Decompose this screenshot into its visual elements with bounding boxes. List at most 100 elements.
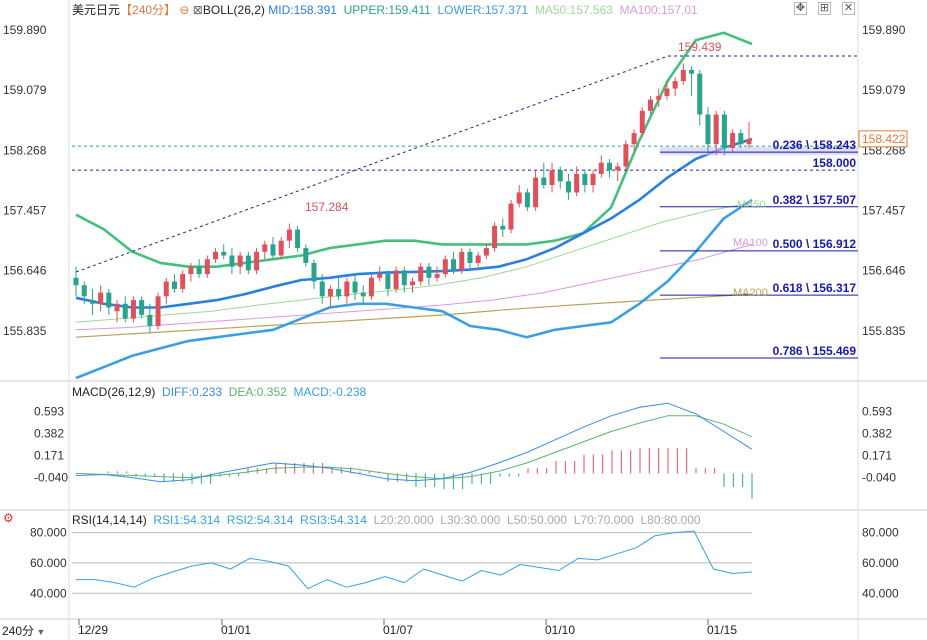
macd-tick-label-left: 0.382 — [34, 426, 64, 440]
candle — [541, 177, 547, 186]
candle — [574, 173, 580, 193]
candle — [368, 277, 374, 297]
candle — [410, 281, 415, 286]
time-tick-label: 01/01 — [221, 623, 251, 637]
candle — [385, 274, 391, 289]
price-tick-label-left: 159.079 — [3, 83, 47, 97]
candle — [492, 225, 498, 249]
rsi3-value: RSI3:54.314 — [300, 513, 367, 527]
candle — [516, 192, 522, 204]
candle — [319, 281, 325, 297]
candle — [196, 266, 202, 275]
gear-icon[interactable]: ⚙ — [3, 511, 14, 525]
candle — [524, 192, 530, 208]
period-selector[interactable]: 240分 ▼ — [2, 624, 45, 639]
macd-dea-line — [75, 415, 753, 480]
candle — [254, 251, 260, 271]
candle — [590, 173, 596, 186]
candle — [738, 133, 744, 145]
candle — [483, 248, 489, 256]
candle — [467, 251, 473, 263]
fib-level-label: 0.500 \ 156.912 — [773, 237, 857, 251]
candle — [327, 288, 333, 297]
ma100-label: MA100 — [733, 237, 768, 249]
candle — [697, 73, 703, 115]
macd-diff: DIFF:0.233 — [162, 385, 223, 399]
candle — [582, 173, 588, 186]
candle — [565, 181, 571, 193]
rsi-tick-label-left: 80.000 — [30, 526, 67, 540]
rsi-tick-label-left: 40.000 — [30, 586, 67, 600]
symbol-name: 美元日元 — [72, 3, 121, 17]
candle — [631, 133, 637, 145]
boll-lower: LOWER:157.371 — [437, 3, 529, 17]
candle — [213, 251, 219, 260]
candle — [171, 281, 177, 289]
candle — [623, 144, 629, 167]
candle — [81, 285, 87, 297]
settings-icon[interactable]: ⊖ — [179, 3, 190, 17]
macd-value: MACD:-0.238 — [293, 385, 367, 399]
candle — [705, 114, 711, 145]
rsi-tick-label-right: 60.000 — [862, 556, 899, 570]
time-tick-label: 12/29 — [78, 623, 108, 637]
candle — [689, 69, 695, 74]
current-price-tag — [858, 130, 908, 148]
boll-mid-line — [75, 137, 753, 309]
candle — [475, 255, 481, 263]
candle — [557, 170, 563, 182]
candle — [426, 266, 432, 278]
macd-tick-label-right: 0.382 — [862, 426, 892, 440]
candle — [286, 229, 292, 241]
rsi-tick-label-left: 60.000 — [30, 556, 67, 570]
rsi1-value: RSI1:54.314 — [153, 513, 221, 527]
candle — [221, 251, 227, 256]
ma50-value: MA50:157.563 — [534, 3, 613, 17]
swing-marker-label: 157.284 — [305, 200, 349, 214]
price-tick-label-left: 155.835 — [3, 324, 47, 338]
price-tick-label-right: 157.457 — [862, 203, 906, 217]
candle — [598, 162, 604, 174]
candle — [130, 300, 136, 319]
candle — [303, 248, 309, 263]
chevron-down-icon: ▼ — [34, 627, 46, 637]
candle — [295, 229, 301, 249]
candle — [377, 274, 383, 278]
price-tick-label-right: 159.079 — [862, 83, 906, 97]
candle — [730, 133, 736, 148]
period-label[interactable]: 【240分】 — [120, 3, 177, 17]
boll-mid: MID:158.391 — [268, 3, 337, 17]
candle — [549, 170, 555, 186]
candle — [336, 288, 342, 297]
candle — [114, 303, 120, 312]
macd-header: MACD(26,12,9) DIFF:0.233 DEA:0.352 MACD:… — [72, 385, 366, 399]
candle — [533, 177, 539, 208]
time-tick-label: 01/10 — [545, 623, 575, 637]
fib-level-label: 0.786 \ 155.469 — [773, 344, 857, 358]
candle — [352, 281, 358, 293]
time-tick-label: 01/15 — [707, 623, 737, 637]
candle — [147, 314, 153, 327]
candle — [344, 281, 350, 297]
candle — [204, 259, 210, 275]
maximize-icon[interactable]: ⊞ — [818, 2, 831, 15]
fib-level-label: 158.000 — [813, 156, 857, 170]
candle — [139, 300, 145, 315]
candle — [672, 81, 678, 89]
boll-lower-band — [75, 198, 753, 380]
macd-panel: 0.593 0.593 0.382 0.382 0.171 0.171 -0.040 -0.0… — [34, 402, 896, 499]
macd-tick-label-right: 0.171 — [862, 449, 892, 463]
macd-dea: DEA:0.352 — [228, 385, 287, 399]
ma200-label: MA200 — [733, 287, 768, 299]
macd-diff-line — [75, 402, 753, 483]
ma100-value: MA100:157.01 — [619, 3, 698, 17]
close-icon[interactable]: ✕ — [842, 2, 855, 15]
rsi-line — [76, 530, 753, 590]
expand-icon[interactable]: ✥ — [794, 2, 807, 15]
candle — [746, 138, 752, 145]
rsi-l50: L50:50.000 — [507, 513, 568, 527]
candle — [639, 110, 645, 134]
